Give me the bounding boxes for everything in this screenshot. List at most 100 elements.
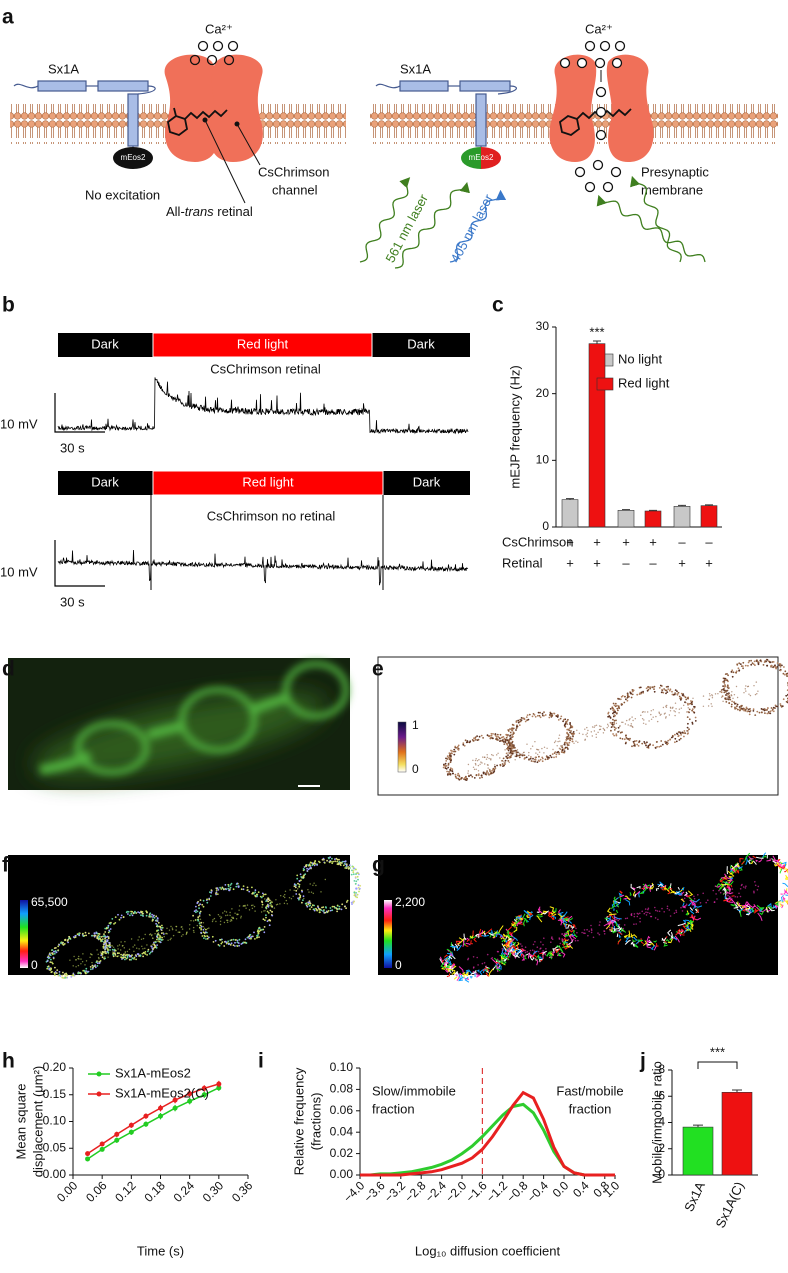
localization	[104, 931, 106, 933]
localization	[592, 726, 593, 727]
localization	[586, 929, 588, 931]
localization	[305, 865, 307, 867]
voltage-trace	[58, 550, 468, 585]
localization	[353, 892, 355, 894]
localization	[220, 924, 221, 925]
localization	[497, 734, 499, 736]
localization	[750, 660, 752, 662]
localization	[126, 954, 128, 956]
y-tick-label: 0.04	[330, 1124, 354, 1138]
localization	[355, 883, 357, 885]
localization	[235, 886, 237, 888]
localization	[229, 915, 230, 916]
localization	[516, 727, 518, 729]
localization	[662, 692, 664, 694]
localization	[291, 898, 292, 899]
localization	[703, 706, 704, 707]
annotation: fraction	[569, 1101, 612, 1116]
localization	[594, 730, 595, 731]
localization	[265, 906, 266, 907]
localization	[657, 919, 659, 921]
localization	[241, 888, 243, 890]
localization	[618, 706, 620, 708]
localization	[109, 949, 111, 951]
localization	[767, 707, 769, 709]
localization	[478, 770, 479, 771]
localization	[560, 718, 562, 720]
localization	[745, 665, 747, 667]
localization	[311, 864, 313, 866]
localization	[691, 710, 693, 712]
localization	[248, 938, 250, 940]
localization	[181, 926, 182, 927]
localization	[70, 976, 72, 978]
localization	[490, 737, 492, 739]
localization	[632, 689, 634, 691]
localization	[451, 768, 453, 770]
localization	[114, 949, 115, 950]
localization	[245, 907, 246, 908]
localization	[672, 735, 674, 737]
localization	[734, 896, 736, 898]
localization	[737, 697, 738, 698]
localization	[520, 943, 522, 945]
localization	[772, 709, 774, 711]
localization	[625, 743, 627, 745]
localization	[310, 903, 312, 905]
localization	[100, 951, 101, 952]
localization	[633, 745, 635, 747]
localization	[769, 713, 771, 715]
localization	[552, 753, 554, 755]
localization	[755, 694, 756, 695]
localization	[104, 928, 106, 930]
localization	[80, 958, 81, 959]
localization	[613, 703, 615, 705]
localization	[604, 930, 606, 932]
localization	[298, 893, 300, 895]
localization	[107, 948, 109, 950]
localization	[142, 948, 143, 949]
localization	[721, 689, 723, 691]
localization	[254, 906, 255, 907]
localization	[146, 912, 148, 914]
localization	[222, 912, 223, 913]
localization	[722, 685, 724, 687]
track	[785, 900, 787, 903]
localization	[151, 914, 153, 916]
localization	[540, 941, 542, 943]
localization	[65, 975, 67, 977]
localization	[505, 760, 507, 762]
x-tick-label: 0.12	[112, 1178, 139, 1205]
localization	[92, 965, 94, 967]
localization	[261, 901, 263, 903]
localization	[154, 917, 156, 919]
colorbar-label: 65,500	[31, 895, 68, 909]
localization	[136, 947, 137, 948]
localization	[566, 733, 567, 734]
localization	[594, 725, 595, 726]
localization	[113, 947, 114, 948]
localization	[92, 968, 94, 970]
localization	[556, 754, 558, 756]
x-tick-label: 0.30	[200, 1178, 227, 1205]
localization	[264, 910, 265, 911]
localization	[152, 938, 153, 939]
localization	[64, 943, 66, 945]
localization	[623, 928, 625, 930]
localization	[294, 885, 296, 887]
localization	[355, 880, 357, 882]
marker	[85, 1156, 90, 1161]
localization	[612, 733, 614, 735]
localization	[102, 956, 104, 958]
localization	[460, 778, 462, 780]
localization	[319, 911, 321, 913]
localization	[497, 736, 499, 738]
localization	[110, 923, 112, 925]
localization	[91, 962, 92, 963]
localization	[675, 708, 676, 709]
localization	[448, 771, 450, 773]
condition-mark: –	[649, 555, 657, 570]
localization	[490, 758, 491, 759]
localization	[780, 670, 782, 672]
colorbar	[20, 900, 28, 968]
